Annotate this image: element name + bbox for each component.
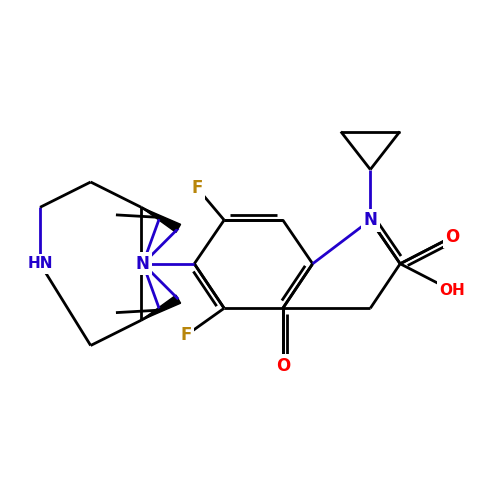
Text: HN: HN xyxy=(28,256,53,272)
Text: N: N xyxy=(136,255,150,273)
Polygon shape xyxy=(141,295,180,320)
Text: F: F xyxy=(192,179,203,197)
Text: N: N xyxy=(364,211,378,229)
Text: O: O xyxy=(446,228,460,246)
Text: OH: OH xyxy=(440,283,466,298)
Polygon shape xyxy=(141,208,180,233)
Text: F: F xyxy=(180,326,192,344)
Text: O: O xyxy=(276,356,290,374)
